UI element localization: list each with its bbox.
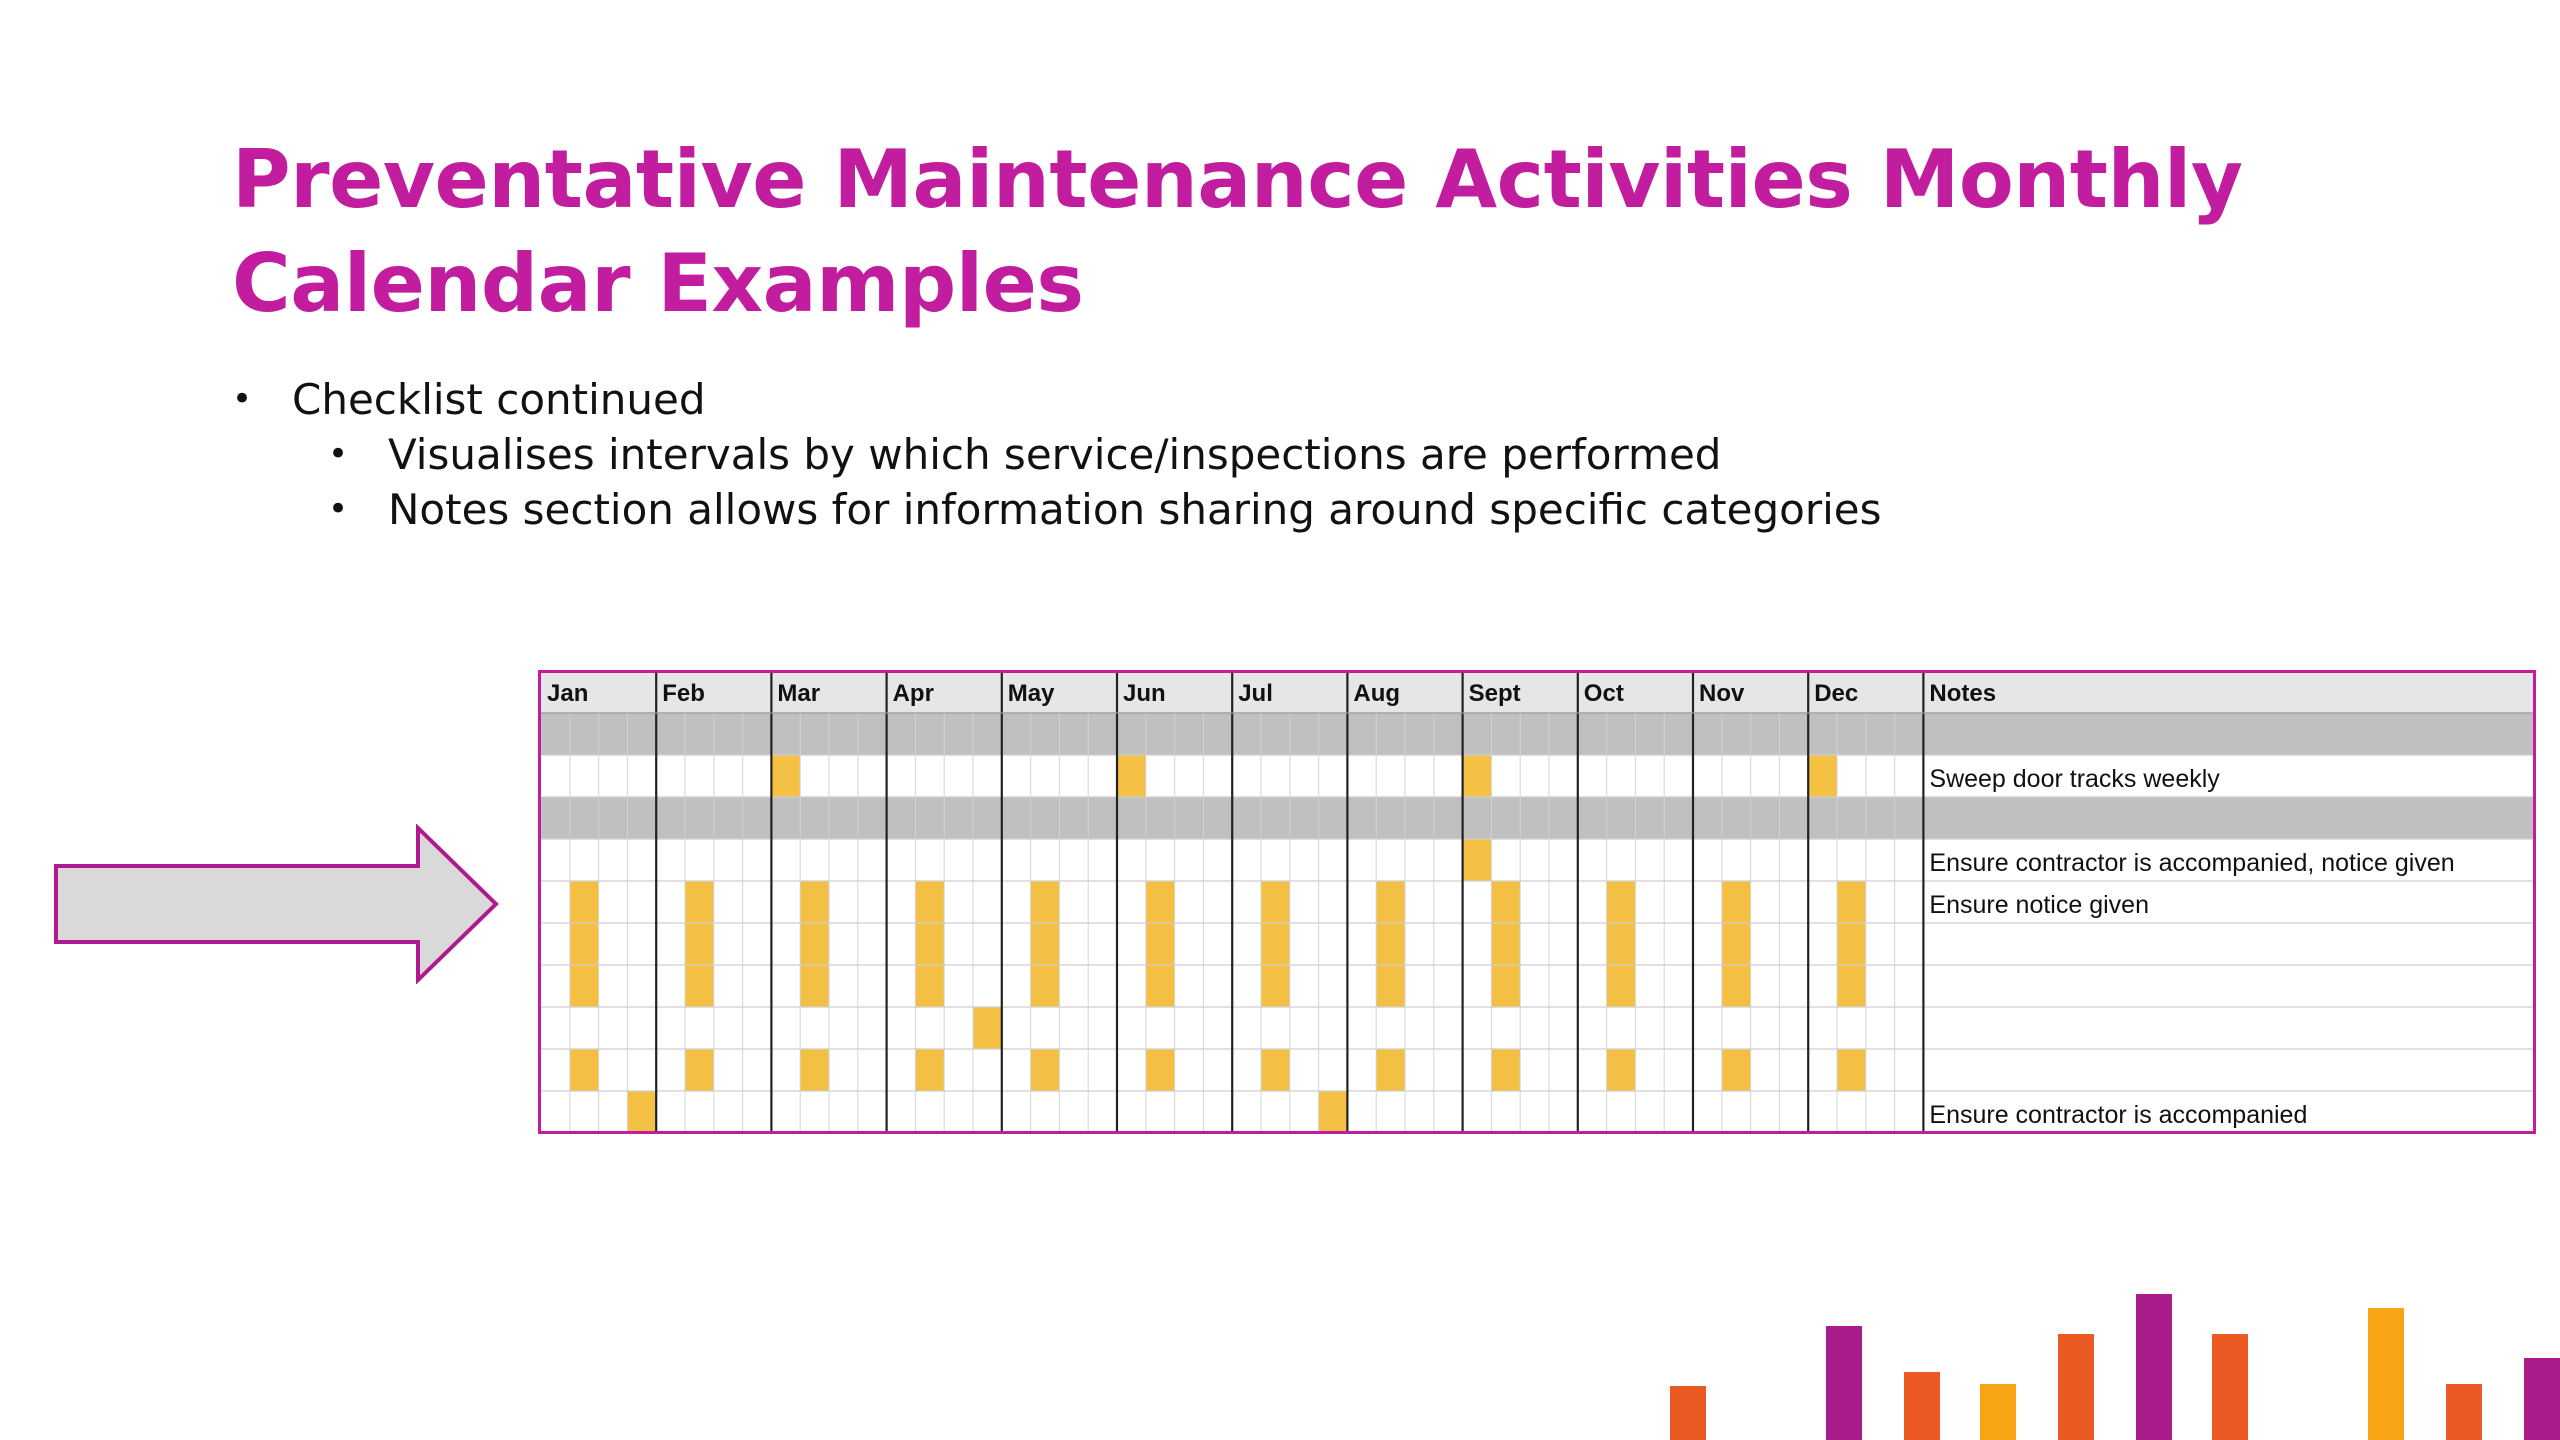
highlight-cell bbox=[1030, 881, 1060, 1007]
highlight-cell bbox=[973, 1007, 1002, 1049]
month-label: Jun bbox=[1123, 680, 1166, 707]
highlight-cell bbox=[915, 1049, 945, 1091]
highlight-cell bbox=[1721, 1049, 1751, 1091]
highlight-cell bbox=[1318, 1091, 1348, 1131]
highlight-cell bbox=[685, 881, 714, 1007]
bullet-text: Visualises intervals by which service/in… bbox=[388, 430, 1722, 479]
highlight-cell bbox=[915, 881, 945, 1007]
highlight-cell bbox=[1462, 839, 1492, 881]
highlight-cell bbox=[1376, 881, 1405, 1007]
slide-title: Preventative Maintenance Activities Mont… bbox=[232, 128, 2243, 336]
highlight-cell bbox=[1837, 1049, 1866, 1091]
month-label: Nov bbox=[1699, 680, 1745, 707]
highlight-cell bbox=[627, 1091, 657, 1131]
decorative-bar bbox=[2212, 1334, 2248, 1440]
highlight-cell bbox=[1117, 755, 1146, 797]
month-label: Jul bbox=[1238, 680, 1273, 707]
month-label: Apr bbox=[893, 680, 934, 707]
decorative-bar bbox=[2446, 1384, 2482, 1440]
maintenance-calendar-table: Jan Feb Mar Apr May Jun Jul Aug Sept Oct Nov Dec Not… bbox=[538, 670, 2536, 1134]
month-label: Feb bbox=[662, 680, 705, 707]
highlight-cell bbox=[1376, 1049, 1405, 1091]
notes-header: Notes bbox=[1929, 680, 1996, 707]
highlight-cell bbox=[1491, 881, 1521, 1007]
highlight-cell bbox=[1606, 881, 1636, 1007]
highlight-cell bbox=[685, 1049, 714, 1091]
month-label: May bbox=[1008, 680, 1055, 707]
decorative-bar bbox=[2524, 1358, 2560, 1440]
category-row bbox=[541, 797, 2533, 839]
bullet-dot-icon: • bbox=[232, 379, 253, 419]
note-text: Sweep door tracks weekly bbox=[1929, 765, 2220, 793]
highlight-cell bbox=[1261, 881, 1290, 1007]
month-label: Jan bbox=[547, 680, 588, 707]
note-text: Ensure contractor is accompanied, notice… bbox=[1929, 849, 2454, 877]
decorative-bar bbox=[1670, 1386, 1706, 1440]
highlight-cell bbox=[800, 1049, 829, 1091]
category-row bbox=[541, 713, 2533, 755]
highlight-cell bbox=[1491, 1049, 1521, 1091]
bullet-dot-icon: • bbox=[328, 434, 349, 474]
decorative-bar bbox=[1980, 1384, 2016, 1440]
decorative-bar bbox=[1904, 1372, 1940, 1440]
highlight-cell bbox=[1837, 881, 1866, 1007]
highlight-cell bbox=[800, 881, 829, 1007]
slide-title-line-1: Preventative Maintenance Activities Mont… bbox=[232, 133, 2243, 226]
right-arrow-shape bbox=[54, 824, 499, 984]
decorative-bar bbox=[2058, 1334, 2094, 1440]
bullet-text: Notes section allows for information sha… bbox=[388, 485, 1882, 534]
calendar-grid: Jan Feb Mar Apr May Jun Jul Aug Sept Oct Nov Dec Not… bbox=[541, 673, 2533, 1131]
header-row bbox=[541, 673, 2533, 713]
slide-title-line-2: Calendar Examples bbox=[232, 237, 1084, 330]
highlight-cell bbox=[1145, 881, 1175, 1007]
highlight-cell bbox=[569, 1049, 599, 1091]
highlight-cell bbox=[1462, 755, 1492, 797]
bullet-dot-icon: • bbox=[328, 489, 349, 529]
month-label: Dec bbox=[1814, 680, 1858, 707]
month-label: Aug bbox=[1353, 680, 1400, 707]
highlight-cell bbox=[1606, 1049, 1636, 1091]
decorative-bar bbox=[1826, 1326, 1862, 1440]
decorative-bar bbox=[2368, 1308, 2404, 1440]
note-text: Ensure notice given bbox=[1929, 891, 2149, 919]
highlight-cell bbox=[1145, 1049, 1175, 1091]
right-arrow-icon bbox=[54, 824, 499, 984]
highlight-cell bbox=[1030, 1049, 1060, 1091]
highlight-cell bbox=[1261, 1049, 1290, 1091]
highlight-cell bbox=[1808, 755, 1837, 797]
month-label: Sept bbox=[1469, 680, 1521, 707]
highlight-cell bbox=[1721, 881, 1751, 1007]
decorative-bar bbox=[2136, 1294, 2172, 1440]
highlight-cell bbox=[569, 881, 599, 1007]
note-text: Ensure contractor is accompanied bbox=[1929, 1101, 2307, 1129]
highlight-cell bbox=[771, 755, 801, 797]
month-label: Oct bbox=[1584, 680, 1624, 707]
month-label: Mar bbox=[777, 680, 820, 707]
bullet-text: Checklist continued bbox=[292, 375, 706, 424]
